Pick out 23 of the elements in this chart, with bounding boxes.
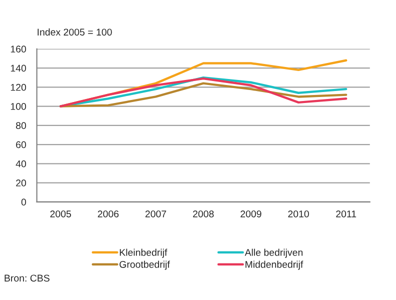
x-tick-label: 2011 [336, 210, 356, 218]
y-tick-label: 20 [16, 180, 26, 186]
legend-label: Alle bedrijven [244, 248, 303, 258]
text: Bron: CBS [4, 274, 50, 282]
x-tick-label: 2007 [145, 210, 166, 218]
y-tick-label: 40 [16, 160, 26, 168]
x-tick-label: 2009 [240, 210, 262, 218]
legend-label: Grootbedrijf [120, 260, 170, 270]
y-tick-label: 120 [10, 84, 26, 91]
y-tick-label: 0 [21, 198, 26, 206]
legend-label: Kleinbedrijf [120, 248, 168, 258]
legend-label: Middenbedrijf [246, 260, 304, 270]
x-tick-label: 2010 [288, 210, 309, 218]
y-axis-title: Index 2005 = 100 [38, 28, 112, 36]
x-tick-label: 2008 [193, 210, 214, 218]
y-tick-label: 160 [10, 46, 26, 53]
y-tick-label: 140 [10, 64, 26, 72]
y-tick-label: 80 [16, 122, 26, 130]
x-tick-label: 2006 [98, 210, 119, 218]
x-tick-label: 2005 [50, 210, 72, 218]
y-tick-label: 60 [16, 141, 26, 148]
y-tick-label: 100 [10, 103, 26, 110]
line-series [60, 82, 348, 108]
